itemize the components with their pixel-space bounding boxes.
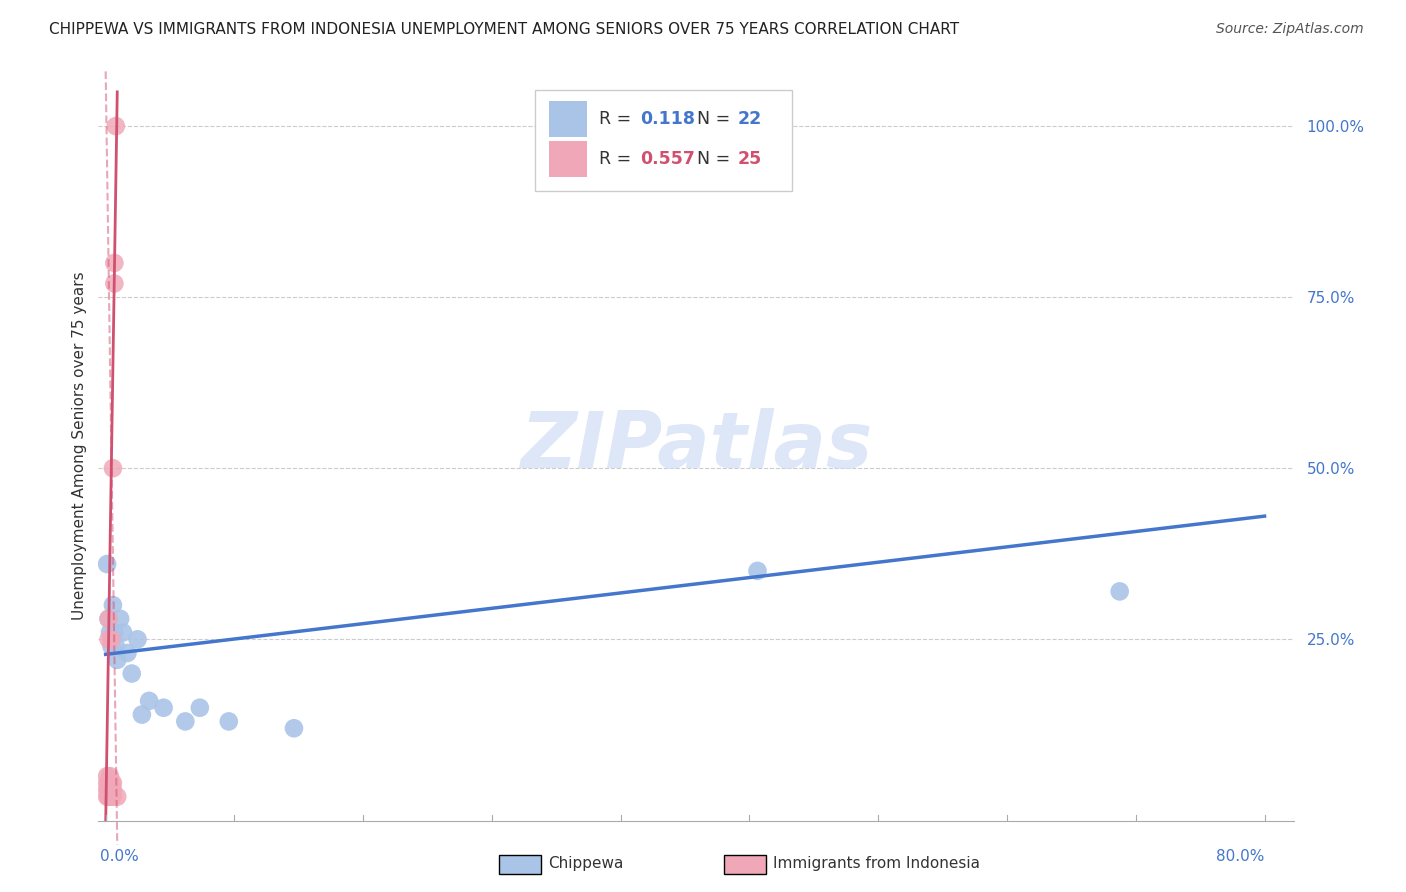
Text: CHIPPEWA VS IMMIGRANTS FROM INDONESIA UNEMPLOYMENT AMONG SENIORS OVER 75 YEARS C: CHIPPEWA VS IMMIGRANTS FROM INDONESIA UN…	[49, 22, 959, 37]
Text: Chippewa: Chippewa	[548, 856, 624, 871]
Text: ZIPatlas: ZIPatlas	[520, 408, 872, 484]
Point	[105, 789, 128, 804]
Point	[101, 782, 124, 797]
Point	[96, 769, 118, 783]
Point	[98, 776, 121, 790]
Point	[283, 721, 305, 735]
Text: 25: 25	[738, 150, 762, 168]
Point	[138, 694, 160, 708]
Point	[101, 789, 124, 804]
Point	[97, 612, 120, 626]
Point	[105, 653, 128, 667]
Point	[96, 782, 118, 797]
Point	[1108, 584, 1130, 599]
Point	[98, 782, 121, 797]
Text: N =: N =	[697, 110, 735, 128]
Point	[218, 714, 240, 729]
Bar	[534, 90, 792, 191]
Point	[174, 714, 197, 729]
Text: R =: R =	[599, 110, 637, 128]
Point	[97, 632, 120, 647]
Point	[98, 789, 121, 804]
Point	[127, 632, 149, 647]
Point	[103, 256, 125, 270]
Text: 0.557: 0.557	[640, 150, 695, 168]
Bar	[548, 141, 588, 177]
Point	[100, 789, 122, 804]
Point	[131, 707, 153, 722]
Point	[112, 625, 135, 640]
Y-axis label: Unemployment Among Seniors over 75 years: Unemployment Among Seniors over 75 years	[72, 272, 87, 620]
Point	[98, 625, 121, 640]
Point	[101, 776, 124, 790]
Point	[101, 598, 124, 612]
Point	[97, 776, 120, 790]
Point	[100, 632, 122, 647]
Point	[747, 564, 769, 578]
Point	[100, 776, 122, 790]
Point	[104, 119, 127, 133]
Point	[97, 782, 120, 797]
Point	[121, 666, 143, 681]
Point	[100, 782, 122, 797]
Text: R =: R =	[599, 150, 637, 168]
Bar	[548, 101, 588, 136]
Text: Immigrants from Indonesia: Immigrants from Indonesia	[773, 856, 980, 871]
Text: 22: 22	[738, 110, 762, 128]
Text: Source: ZipAtlas.com: Source: ZipAtlas.com	[1216, 22, 1364, 37]
Point	[103, 625, 125, 640]
Point	[103, 277, 125, 291]
Text: N =: N =	[697, 150, 735, 168]
Point	[117, 646, 139, 660]
Point	[100, 639, 122, 653]
Text: 0.0%: 0.0%	[100, 849, 139, 864]
Point	[98, 769, 121, 783]
Point	[104, 639, 127, 653]
Point	[188, 700, 211, 714]
Point	[96, 789, 118, 804]
Point	[96, 776, 118, 790]
Text: 0.118: 0.118	[640, 110, 695, 128]
Text: 80.0%: 80.0%	[1216, 849, 1264, 864]
Point	[97, 789, 120, 804]
Point	[108, 612, 131, 626]
Point	[152, 700, 174, 714]
Point	[96, 557, 118, 571]
Point	[101, 461, 124, 475]
Point	[97, 612, 120, 626]
